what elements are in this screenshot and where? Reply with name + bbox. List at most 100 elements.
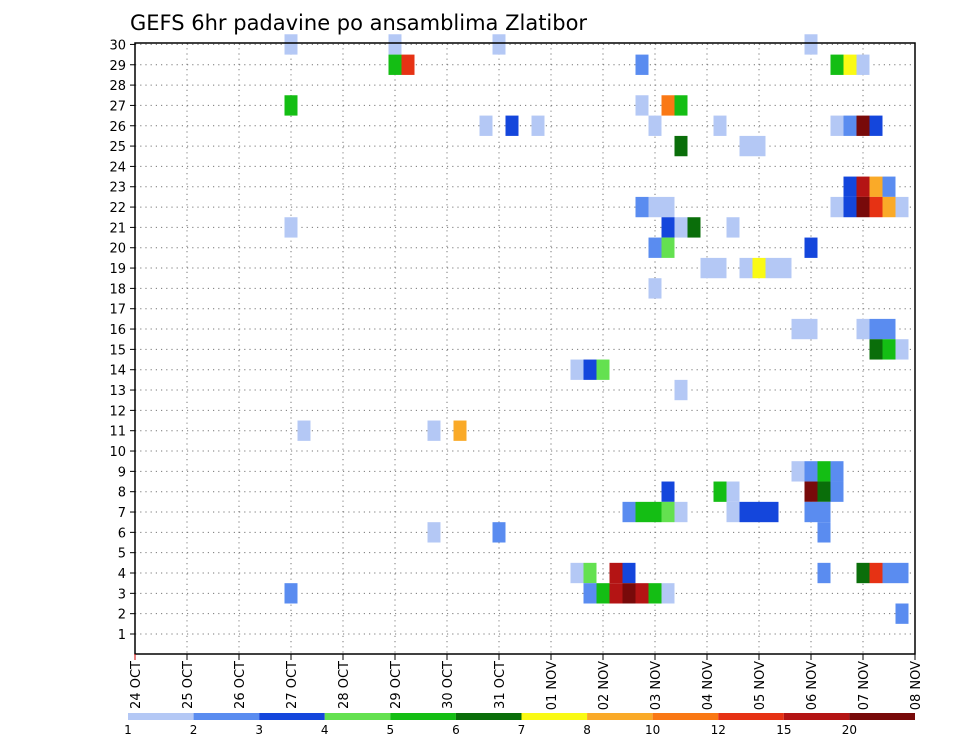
heatmap-cell [635, 95, 649, 116]
heatmap-cell [778, 257, 792, 279]
heatmap-cell [804, 481, 818, 502]
heatmap-cell [635, 54, 649, 75]
heatmap-cell [583, 583, 597, 604]
heatmap-cell [635, 583, 649, 604]
heatmap-cell [622, 501, 636, 523]
heatmap-cell [791, 318, 805, 340]
heatmap-cell [830, 196, 844, 218]
heatmap-cell [882, 562, 896, 584]
y-tick-label: 20 [109, 242, 126, 257]
colorbar-swatch [259, 713, 325, 720]
heatmap-cell [856, 176, 870, 197]
heatmap-cell [765, 501, 779, 523]
y-tick-label: 1 [118, 628, 126, 643]
heatmap-cell [492, 522, 506, 543]
heatmap-cell [739, 501, 753, 523]
heatmap-cell [622, 583, 636, 604]
heatmap-cell [856, 115, 870, 136]
x-tick-label: 08 NOV [909, 661, 924, 710]
heatmap-cell [726, 481, 740, 502]
heatmap-cell [531, 115, 545, 136]
colorbar-swatch [652, 713, 719, 720]
heatmap-cell [869, 115, 883, 136]
heatmap-cell [596, 359, 610, 380]
heatmap-cell [648, 115, 662, 136]
heatmap-cell [661, 217, 675, 238]
heatmap-cell [661, 583, 675, 604]
x-tick-label: 26 OCT [233, 661, 248, 709]
heatmap-cell [635, 196, 649, 218]
heatmap-cell [674, 217, 688, 238]
heatmap-cell [765, 257, 779, 279]
heatmap-cell [453, 420, 467, 441]
heatmap-cell [882, 339, 896, 360]
heatmap-cell [869, 196, 883, 218]
y-tick-label: 14 [109, 364, 126, 379]
heatmap-cell [661, 237, 675, 258]
heatmap-cell [739, 257, 753, 279]
colorbar-swatch [193, 713, 260, 720]
heatmap-cell [648, 501, 662, 523]
heatmap-cell [830, 54, 844, 75]
heatmap-cell [648, 583, 662, 604]
y-axis: 1234567891011121314151617181920212223242… [109, 38, 135, 643]
y-tick-label: 17 [109, 303, 126, 318]
x-tick-label: 30 OCT [441, 661, 456, 709]
colorbar-swatch [587, 713, 653, 720]
heatmap-cell [895, 339, 909, 360]
heatmap-cell [401, 54, 415, 75]
y-tick-label: 11 [109, 425, 126, 440]
x-tick-label: 02 NOV [597, 661, 612, 710]
heatmap-cell [791, 461, 805, 482]
heatmap-cell [804, 237, 818, 258]
heatmap-cell [882, 196, 896, 218]
colorbar-swatch [455, 713, 522, 720]
x-tick-label: 01 NOV [545, 661, 560, 710]
colorbar-label: 1 [124, 723, 132, 737]
grid-lines [135, 43, 915, 654]
heatmap-cell [427, 420, 441, 441]
x-tick-label: 28 OCT [337, 661, 352, 709]
heatmap-cell [635, 501, 649, 523]
heatmap-cell [804, 501, 818, 523]
y-tick-label: 10 [109, 445, 126, 460]
heatmap-cell [882, 176, 896, 197]
heatmap-cell [388, 34, 402, 55]
heatmap-cell [661, 95, 675, 116]
heatmap-cell [284, 583, 298, 604]
colorbar-swatch [849, 713, 915, 720]
y-tick-label: 7 [118, 506, 126, 521]
x-tick-label: 27 OCT [285, 661, 300, 709]
x-tick-label: 29 OCT [389, 661, 404, 709]
colorbar-label: 12 [711, 723, 726, 737]
heatmap-cell [609, 583, 623, 604]
y-tick-label: 13 [109, 384, 126, 399]
heatmap-cell [622, 562, 636, 584]
heatmap-cell [882, 318, 896, 340]
y-tick-label: 30 [109, 38, 126, 53]
heatmap-cell [674, 95, 688, 116]
heatmap-cell [869, 176, 883, 197]
heatmap-cell [284, 34, 298, 55]
colorbar-label: 6 [452, 723, 460, 737]
y-tick-label: 8 [118, 486, 126, 501]
colorbar-swatch [521, 713, 588, 720]
heatmap-cell [817, 481, 831, 502]
heatmap-cell [492, 34, 506, 55]
heatmap-cell [648, 278, 662, 299]
heatmap-cell [895, 562, 909, 584]
colorbar-label: 7 [518, 723, 526, 737]
heatmap-cell [661, 196, 675, 218]
heatmap-cell [843, 196, 857, 218]
heatmap-cell [752, 501, 766, 523]
y-tick-label: 9 [118, 465, 126, 480]
heatmap-cell [596, 583, 610, 604]
heatmap-cell [609, 562, 623, 584]
colorbar-label: 5 [387, 723, 395, 737]
heatmap-cell [674, 501, 688, 523]
x-tick-label: 03 NOV [649, 661, 664, 710]
x-tick-label: 07 NOV [857, 661, 872, 710]
y-tick-label: 22 [109, 201, 126, 216]
colorbar-swatch [718, 713, 784, 720]
